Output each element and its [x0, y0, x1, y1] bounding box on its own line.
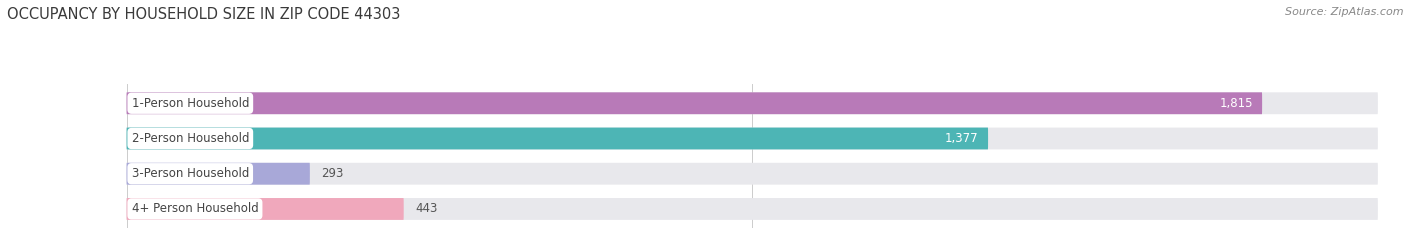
- Text: 1,815: 1,815: [1219, 97, 1253, 110]
- FancyBboxPatch shape: [127, 198, 404, 220]
- Text: 4+ Person Household: 4+ Person Household: [132, 202, 259, 216]
- Text: 1-Person Household: 1-Person Household: [132, 97, 249, 110]
- FancyBboxPatch shape: [127, 198, 1378, 220]
- FancyBboxPatch shape: [127, 128, 1378, 149]
- FancyBboxPatch shape: [127, 163, 1378, 185]
- Text: 2-Person Household: 2-Person Household: [132, 132, 249, 145]
- Text: OCCUPANCY BY HOUSEHOLD SIZE IN ZIP CODE 44303: OCCUPANCY BY HOUSEHOLD SIZE IN ZIP CODE …: [7, 7, 401, 22]
- Text: 443: 443: [415, 202, 437, 216]
- Text: 293: 293: [321, 167, 343, 180]
- Text: 3-Person Household: 3-Person Household: [132, 167, 249, 180]
- FancyBboxPatch shape: [127, 163, 309, 185]
- FancyBboxPatch shape: [127, 128, 988, 149]
- FancyBboxPatch shape: [127, 92, 1263, 114]
- FancyBboxPatch shape: [127, 92, 1378, 114]
- Text: Source: ZipAtlas.com: Source: ZipAtlas.com: [1285, 7, 1403, 17]
- Text: 1,377: 1,377: [945, 132, 979, 145]
